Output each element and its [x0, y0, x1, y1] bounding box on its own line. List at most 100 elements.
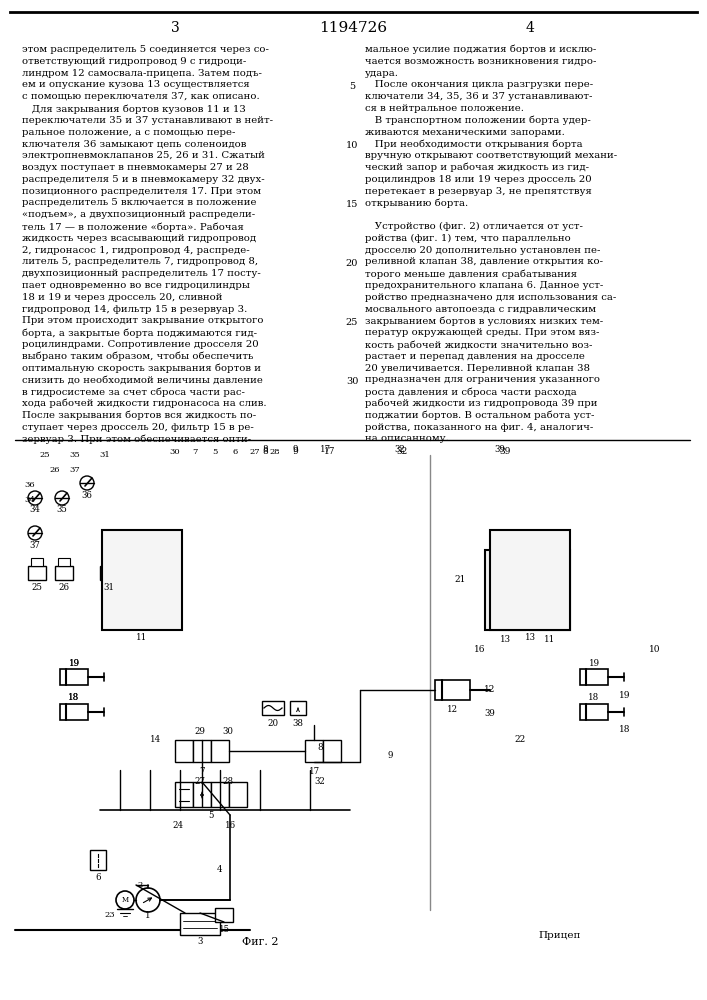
- Text: мальное усилие поджатия бортов и исклю-: мальное усилие поджатия бортов и исклю-: [365, 45, 596, 54]
- Bar: [580, 669, 608, 685]
- Bar: [15, 425, 425, 935]
- Bar: [31, 558, 43, 566]
- Text: 18 и 19 и через дроссель 20, сливной: 18 и 19 и через дроссель 20, сливной: [22, 293, 223, 302]
- Text: 18: 18: [69, 694, 80, 702]
- Circle shape: [28, 491, 42, 505]
- Text: 21: 21: [455, 576, 466, 584]
- Text: 11: 11: [136, 634, 148, 643]
- Bar: [229, 782, 247, 807]
- Text: 19: 19: [588, 658, 600, 668]
- Text: оптимальную скорость закрывания бортов и: оптимальную скорость закрывания бортов и: [22, 364, 261, 373]
- Text: 10: 10: [346, 141, 358, 150]
- Text: двухпозиционный распределитель 17 посту-: двухпозиционный распределитель 17 посту-: [22, 269, 261, 278]
- Text: «подъем», а двухпозиционный распредели-: «подъем», а двухпозиционный распредели-: [22, 210, 255, 219]
- Text: 30: 30: [346, 377, 358, 386]
- Text: ройство предназначено для использования са-: ройство предназначено для использования …: [365, 293, 617, 302]
- Text: Фиг. 2: Фиг. 2: [242, 937, 279, 947]
- Bar: [193, 782, 211, 807]
- Text: линдром 12 самосвала-прицепа. Затем подъ-: линдром 12 самосвала-прицепа. Затем подъ…: [22, 69, 262, 78]
- Text: После окончания цикла разгрузки пере-: После окончания цикла разгрузки пере-: [365, 80, 593, 89]
- Text: 19: 19: [69, 658, 80, 668]
- Text: чается возможность возникновения гидро-: чается возможность возникновения гидро-: [365, 57, 597, 66]
- Text: 18: 18: [619, 726, 631, 734]
- Polygon shape: [217, 910, 231, 920]
- Text: 18: 18: [69, 694, 80, 702]
- Text: закрыванием бортов в условиях низких тем-: закрыванием бортов в условиях низких тем…: [365, 316, 603, 326]
- Text: 31: 31: [100, 451, 110, 459]
- Bar: [55, 566, 73, 580]
- Text: 17: 17: [320, 446, 331, 454]
- Text: растает и перепад давления на дросселе: растает и перепад давления на дросселе: [365, 352, 585, 361]
- Text: 26: 26: [49, 466, 60, 474]
- Text: 28: 28: [269, 448, 280, 456]
- Text: M: M: [122, 896, 129, 904]
- Text: выбрано таким образом, чтобы обеспечить: выбрано таким образом, чтобы обеспечить: [22, 352, 253, 361]
- Text: Для закрывания бортов кузовов 11 и 13: Для закрывания бортов кузовов 11 и 13: [22, 104, 246, 113]
- Text: 2, гидронасос 1, гидропровод 4, распреде-: 2, гидронасос 1, гидропровод 4, распреде…: [22, 246, 250, 255]
- Bar: [580, 704, 608, 720]
- Bar: [90, 850, 106, 870]
- Text: ройства, показанного на фиг. 4, аналогич-: ройства, показанного на фиг. 4, аналогич…: [365, 423, 593, 432]
- Text: 39: 39: [495, 446, 506, 454]
- Text: удара.: удара.: [365, 69, 399, 78]
- Text: распределителя 5 и в пневмокамеру 32 двух-: распределителя 5 и в пневмокамеру 32 дву…: [22, 175, 264, 184]
- Text: снизить до необходимой величины давление: снизить до необходимой величины давление: [22, 375, 263, 384]
- Text: ральное положение, а с помощью пере-: ральное положение, а с помощью пере-: [22, 128, 235, 137]
- Text: ответствующий гидропровод 9 с гидроци-: ответствующий гидропровод 9 с гидроци-: [22, 57, 246, 66]
- Text: зервуар 3. При этом обеспечивается опти-: зервуар 3. При этом обеспечивается опти-: [22, 434, 251, 444]
- Text: 15: 15: [346, 200, 358, 209]
- Text: 26: 26: [59, 584, 69, 592]
- Text: 35: 35: [69, 451, 81, 459]
- Text: предохранительного клапана 6. Данное уст-: предохранительного клапана 6. Данное уст…: [365, 281, 603, 290]
- Bar: [305, 740, 323, 762]
- Text: ройства (фиг. 1) тем, что параллельно: ройства (фиг. 1) тем, что параллельно: [365, 234, 571, 243]
- Text: 23: 23: [105, 911, 115, 919]
- Text: мосвального автопоезда с гидравлическим: мосвального автопоезда с гидравлическим: [365, 305, 596, 314]
- Text: торого меньше давления срабатывания: торого меньше давления срабатывания: [365, 269, 577, 279]
- Bar: [262, 701, 284, 715]
- Text: 24: 24: [173, 820, 184, 830]
- Text: 20: 20: [267, 718, 279, 728]
- Text: перетекает в резервуар 3, не препятствуя: перетекает в резервуар 3, не препятствуя: [365, 187, 592, 196]
- Text: 15: 15: [218, 924, 230, 934]
- Bar: [435, 680, 470, 700]
- Text: хода рабочей жидкости гидронасоса на слив.: хода рабочей жидкости гидронасоса на сли…: [22, 399, 267, 408]
- Text: 39: 39: [484, 708, 496, 718]
- Text: роста давления и сброса части расхода: роста давления и сброса части расхода: [365, 387, 577, 397]
- Text: этом распределитель 5 соединяется через со-: этом распределитель 5 соединяется через …: [22, 45, 269, 54]
- Text: После закрывания бортов вся жидкость по-: После закрывания бортов вся жидкость по-: [22, 411, 256, 420]
- Text: 19: 19: [69, 658, 80, 668]
- Text: 3: 3: [170, 21, 180, 35]
- Bar: [530, 550, 570, 630]
- Text: 25: 25: [40, 451, 50, 459]
- Bar: [102, 530, 182, 630]
- Text: вручную открывают соответствующий механи-: вручную открывают соответствующий механи…: [365, 151, 617, 160]
- Text: 13: 13: [525, 634, 535, 643]
- Text: 14: 14: [149, 736, 160, 744]
- Bar: [215, 908, 233, 922]
- Text: воздух поступает в пневмокамеры 27 и 28: воздух поступает в пневмокамеры 27 и 28: [22, 163, 249, 172]
- Text: 17: 17: [308, 766, 320, 776]
- Text: 34: 34: [25, 496, 35, 504]
- Text: 7: 7: [192, 448, 198, 456]
- Text: 4: 4: [525, 21, 534, 35]
- Text: открыванию борта.: открыванию борта.: [365, 198, 468, 208]
- Text: ключатели 34, 35, 36 и 37 устанавливают-: ключатели 34, 35, 36 и 37 устанавливают-: [365, 92, 592, 101]
- Text: 1194726: 1194726: [319, 21, 387, 35]
- Text: живаются механическими запорами.: живаются механическими запорами.: [365, 128, 565, 137]
- Text: роцилиндрами. Сопротивление дросселя 20: роцилиндрами. Сопротивление дросселя 20: [22, 340, 259, 349]
- Text: ключателя 36 замыкают цепь соленоидов: ключателя 36 замыкают цепь соленоидов: [22, 139, 246, 148]
- Text: электропневмоклапанов 25, 26 и 31. Сжатый: электропневмоклапанов 25, 26 и 31. Сжаты…: [22, 151, 265, 160]
- Text: 36: 36: [25, 481, 35, 489]
- Bar: [211, 740, 229, 762]
- Circle shape: [80, 476, 94, 490]
- Text: с помощью переключателя 37, как описано.: с помощью переключателя 37, как описано.: [22, 92, 259, 101]
- Text: распределитель 5 включается в положение: распределитель 5 включается в положение: [22, 198, 257, 207]
- Text: позиционного распределителя 17. При этом: позиционного распределителя 17. При этом: [22, 187, 261, 196]
- Text: Устройство (фиг. 2) отличается от уст-: Устройство (фиг. 2) отличается от уст-: [365, 222, 583, 231]
- Text: 32: 32: [397, 448, 408, 456]
- Bar: [60, 669, 88, 685]
- Text: 38: 38: [293, 718, 303, 728]
- Text: 8: 8: [262, 448, 268, 456]
- Bar: [211, 782, 229, 807]
